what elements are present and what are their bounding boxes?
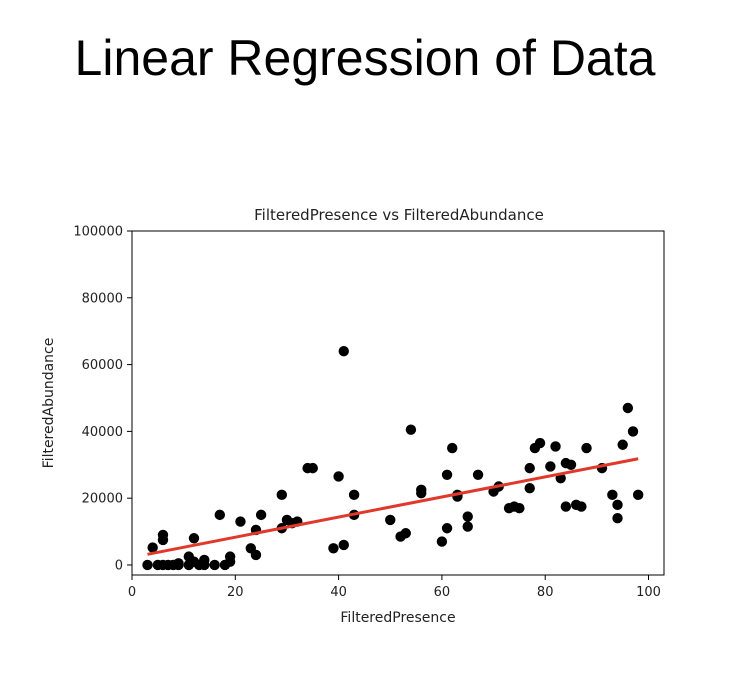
x-tick-label: 20 bbox=[227, 585, 244, 600]
data-point bbox=[209, 559, 220, 571]
data-point bbox=[328, 543, 339, 554]
data-point bbox=[250, 549, 262, 561]
x-axis-label: FilteredPresence bbox=[340, 610, 455, 626]
data-point bbox=[405, 424, 417, 435]
data-point bbox=[627, 426, 639, 437]
data-point bbox=[632, 489, 644, 501]
data-point bbox=[436, 536, 448, 547]
data-point bbox=[576, 501, 587, 512]
data-point bbox=[534, 437, 546, 449]
data-point bbox=[276, 489, 287, 501]
x-tick-label: 80 bbox=[537, 585, 554, 600]
data-point bbox=[545, 461, 556, 472]
chart-title: FilteredPresence vs FilteredAbundance bbox=[254, 206, 544, 224]
data-point bbox=[142, 559, 153, 571]
data-point bbox=[524, 482, 535, 494]
data-point bbox=[400, 528, 411, 539]
data-point bbox=[157, 529, 169, 541]
data-point bbox=[333, 471, 344, 482]
data-point bbox=[385, 514, 396, 526]
data-point bbox=[514, 503, 525, 514]
plot-frame bbox=[131, 230, 665, 576]
data-point bbox=[173, 559, 184, 571]
data-point bbox=[307, 462, 318, 474]
data-point bbox=[416, 484, 427, 496]
y-tick-label: 80000 bbox=[82, 291, 123, 306]
data-point bbox=[255, 509, 267, 521]
data-point bbox=[224, 551, 236, 562]
data-point bbox=[447, 442, 458, 454]
data-point bbox=[622, 402, 634, 414]
data-point bbox=[235, 516, 246, 527]
data-point bbox=[338, 539, 349, 551]
data-point bbox=[581, 442, 592, 454]
data-point bbox=[338, 346, 349, 357]
y-axis-label: FilteredAbundance bbox=[41, 338, 57, 469]
x-tick-label: 0 bbox=[128, 585, 136, 600]
y-tick-label: 0 bbox=[115, 558, 123, 573]
data-point bbox=[560, 501, 572, 512]
data-point bbox=[617, 439, 628, 450]
y-tick-label: 60000 bbox=[82, 358, 123, 373]
data-point bbox=[524, 462, 535, 474]
data-point bbox=[565, 459, 577, 470]
x-tick-label: 40 bbox=[330, 585, 347, 600]
x-tick-label: 100 bbox=[636, 585, 661, 600]
data-point bbox=[462, 521, 473, 532]
data-point bbox=[550, 441, 561, 452]
slide-title: Linear Regression of Data bbox=[74, 30, 656, 86]
data-point bbox=[188, 533, 200, 544]
data-point bbox=[441, 523, 453, 534]
data-point bbox=[199, 554, 210, 566]
data-point bbox=[214, 509, 226, 521]
plot-marks bbox=[142, 346, 644, 571]
regression-line bbox=[147, 457, 639, 556]
y-tick-label: 100000 bbox=[73, 225, 123, 240]
x-tick-label: 60 bbox=[434, 585, 451, 600]
y-tick-label: 20000 bbox=[82, 492, 123, 507]
data-point bbox=[147, 542, 158, 553]
y-tick-label: 40000 bbox=[82, 425, 123, 440]
data-point bbox=[612, 499, 623, 511]
data-point bbox=[472, 469, 484, 481]
data-point bbox=[462, 511, 473, 522]
data-point bbox=[612, 513, 623, 524]
data-point bbox=[607, 489, 618, 501]
data-point bbox=[441, 469, 453, 481]
data-point bbox=[348, 489, 360, 501]
axis-ticks: 0 20 40 60 80 100 0 20000 40000 60000 80000 100000 bbox=[73, 225, 661, 601]
